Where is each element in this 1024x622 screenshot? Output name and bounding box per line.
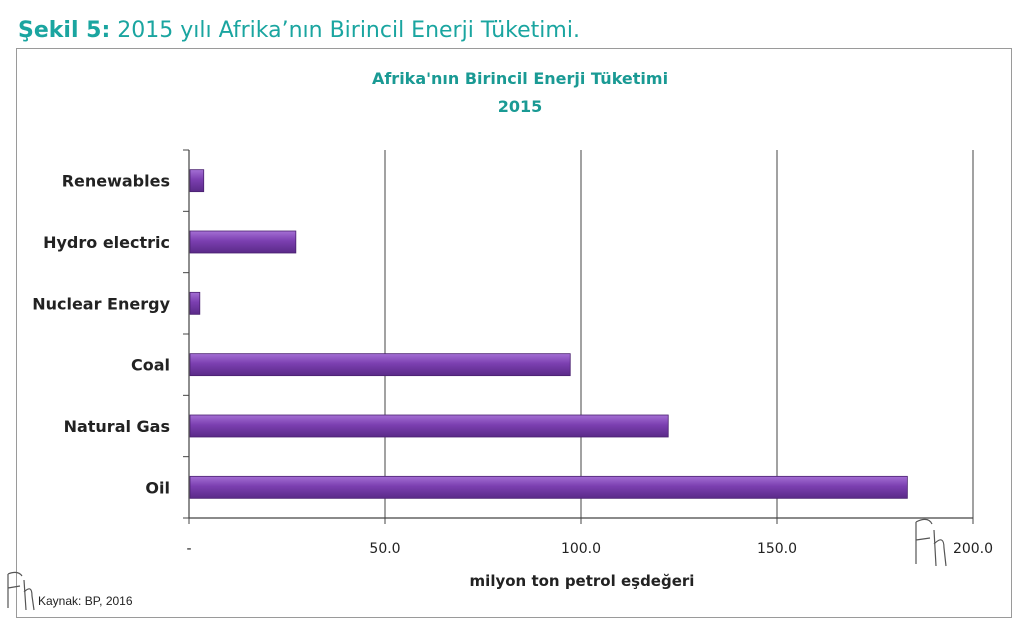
chart-title: Afrika'nın Birincil Enerji Tüketimi [372,69,668,88]
bars-group [189,169,908,499]
x-tick-label: 200.0 [953,541,993,557]
category-label: Hydro electric [43,233,170,252]
x-tick-label: 50.0 [369,541,400,557]
bar-coal [189,353,571,377]
bar-hydro-electric [189,230,297,254]
x-axis-title: milyon ton petrol eşdeğeri [470,572,695,590]
bar-renewables [189,169,205,193]
category-label: Oil [145,478,170,497]
x-tick-label: 150.0 [757,541,797,557]
x-tick-label: 100.0 [561,541,601,557]
category-label: Natural Gas [64,417,170,436]
source-note: Kaynak: BP, 2016 [38,594,133,608]
category-label: Nuclear Energy [32,294,170,313]
category-label: Coal [131,356,170,375]
chart-subtitle: 2015 [498,97,543,116]
figure-caption-prefix: Şekil 5: [18,18,111,43]
category-label: Renewables [62,172,170,191]
figure-caption-text: 2015 yılı Afrika’nın Birincil Enerji Tük… [110,18,580,43]
category-labels: Renewables Hydro electric Nuclear Energy Co… [32,172,170,498]
chart-frame [16,48,1012,618]
bar-oil [189,475,908,499]
axes-group [183,149,974,524]
figure-caption: Şekil 5: 2015 yılı Afrika’nın Birincil E… [18,18,580,43]
bar-nuclear-energy [189,291,201,315]
signature-mark-right [915,518,947,567]
x-tick-label: - [186,541,191,557]
bar-natural-gas [189,414,669,438]
gridlines [384,150,974,518]
tick-labels: - 50.0 100.0 150.0 200.0 [186,541,993,557]
signature-mark-left [7,571,35,611]
